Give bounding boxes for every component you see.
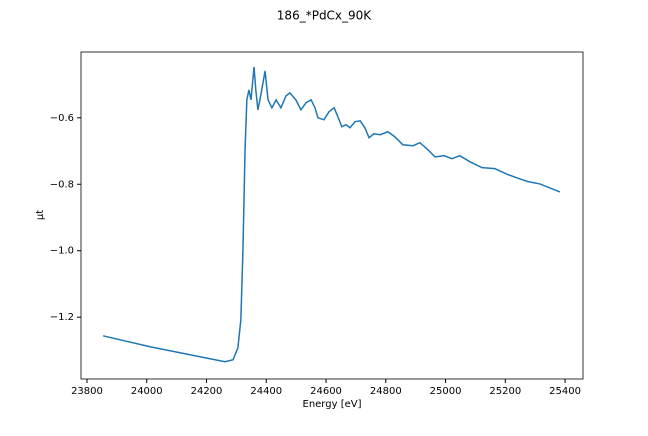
x-tick-label: 24000 [131,386,163,397]
y-tick-label: −0.8 [50,179,74,190]
y-tick-label: −1.2 [50,312,74,323]
x-tick-label: 25200 [489,386,521,397]
y-tick-label: −0.6 [50,113,74,124]
x-tick-label: 25000 [430,386,462,397]
x-tick-label: 24400 [250,386,282,397]
x-tick-label: 25400 [549,386,581,397]
y-tick-label: −1.0 [50,246,74,257]
data-line [102,66,561,363]
y-axis-label: μt [35,210,46,220]
x-tick-label: 23800 [71,386,103,397]
plot-frame [80,51,584,380]
x-tick-label: 24200 [191,386,223,397]
chart-title: 186_*PdCx_90K [277,9,373,23]
x-axis-label: Energy [eV] [303,399,362,410]
x-tick-label: 24600 [310,386,342,397]
x-tick-label: 24800 [370,386,402,397]
